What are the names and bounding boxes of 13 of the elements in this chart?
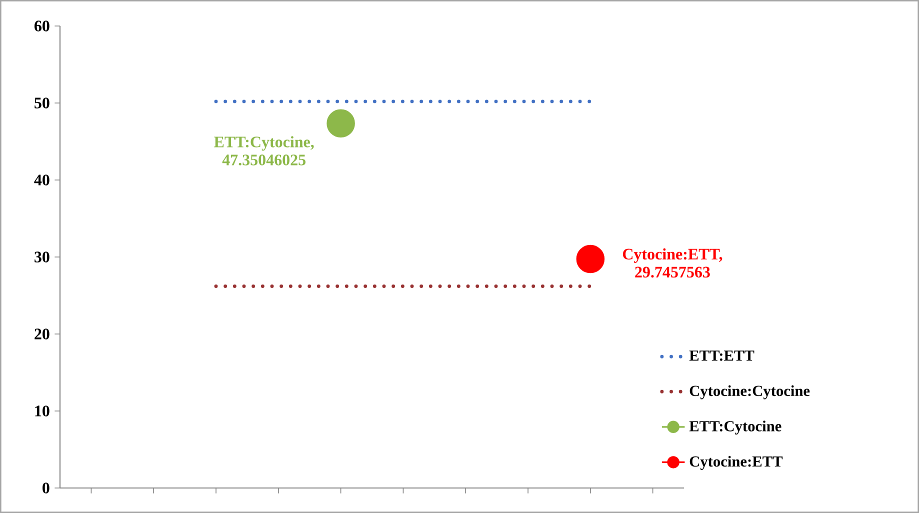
y-tick-label: 60 [34, 20, 50, 32]
legend-label: ETT:ETT [689, 350, 754, 361]
y-tick-label: 40 [34, 174, 50, 186]
y-tick-label: 30 [34, 252, 50, 262]
y-tick-label: 50 [34, 98, 50, 108]
legend-label: Cytocine:Cytocine [690, 385, 810, 400]
data-label: ETT:Cytocine, 47.35046025 [214, 136, 314, 166]
y-tick-label: 10 [35, 406, 50, 416]
data-label: Cytocine:ETT, 29.7457563 [622, 248, 722, 278]
legend-label: ETT:Cytocine [689, 420, 782, 435]
y-tick-label: 0 [42, 482, 50, 494]
y-tick-label: 20 [34, 328, 50, 340]
legend-label: Cytocine:ETT [690, 456, 783, 470]
